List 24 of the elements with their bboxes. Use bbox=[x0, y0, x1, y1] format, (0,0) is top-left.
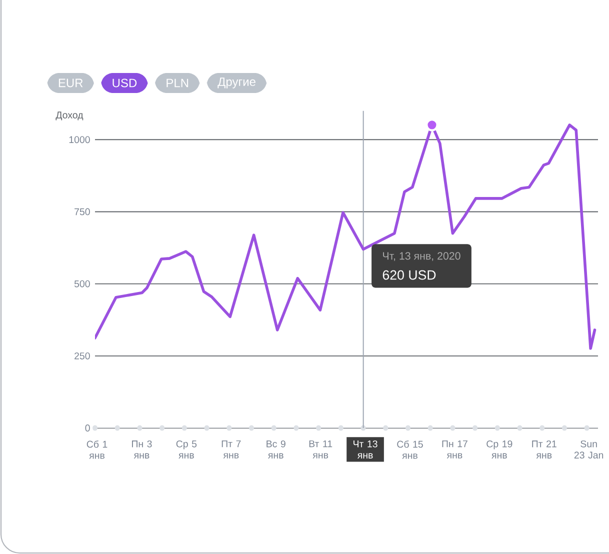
x-tick-label: Вт 11 янв bbox=[309, 440, 332, 458]
y-tick-label: 1000 bbox=[69, 136, 90, 144]
y-tick-label: 750 bbox=[74, 208, 90, 216]
x-tick-label: Пн 3 янв bbox=[132, 440, 152, 458]
text: PLN bbox=[166, 78, 188, 88]
text: Другие bbox=[218, 78, 256, 88]
y-tick-label: 250 bbox=[74, 352, 90, 360]
x-tick-label: Вс 9 янв bbox=[266, 440, 286, 458]
x-tick-label: Пт 21 янв bbox=[532, 440, 556, 458]
annotation: Чт, 13 янв, 2020 bbox=[383, 252, 460, 261]
text: EUR bbox=[58, 78, 83, 88]
y-axis-title: Доход bbox=[56, 112, 84, 120]
x-tick-label: Пн 17 янв bbox=[442, 440, 468, 458]
text: USD bbox=[112, 78, 137, 88]
y-tick-label: 0 bbox=[85, 424, 90, 432]
x-tick-label: Sun 23 Jan bbox=[574, 440, 604, 459]
x-tick-label: Ср 5 янв bbox=[176, 440, 197, 458]
x-tick-label: Ср 19 янв bbox=[486, 440, 512, 458]
x-tick-label: Чт 13 янв bbox=[354, 440, 378, 458]
x-tick-label: Сб 15 янв bbox=[397, 440, 423, 459]
annotation: 620 USD bbox=[382, 270, 436, 280]
y-tick-label: 500 bbox=[74, 280, 90, 288]
x-tick-label: Сб 1 янв bbox=[86, 440, 108, 459]
x-tick-label: Пт 7 янв bbox=[222, 440, 241, 458]
